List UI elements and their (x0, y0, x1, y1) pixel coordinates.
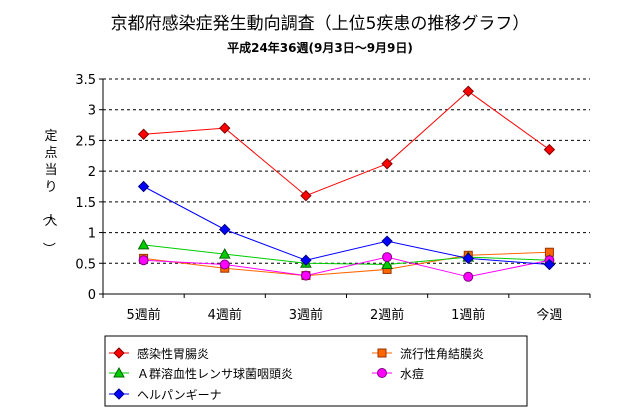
data-point (219, 122, 231, 134)
y-tick-label: 0.5 (75, 257, 96, 272)
y-tick-label: 1 (88, 227, 96, 242)
x-tick-label: 1週前 (451, 307, 485, 323)
x-tick-label: 3週前 (289, 307, 323, 323)
data-point (300, 190, 312, 202)
y-tick-label: 1.5 (75, 196, 96, 211)
legend-item: Ａ群溶血性レンサ球菌咽頭炎 (109, 366, 293, 381)
legend-label: ヘルパンギーナ (137, 388, 222, 402)
data-point (463, 271, 474, 282)
data-point (219, 259, 230, 270)
series-group (137, 85, 556, 282)
series-3 (138, 252, 555, 282)
series-4 (137, 180, 556, 271)
data-point (382, 252, 393, 263)
x-tick-label: 5週前 (126, 307, 160, 323)
legend-marker (377, 348, 387, 358)
chart-title: 京都府感染症発生動向調査（上位5疾患の推移グラフ） (111, 14, 530, 34)
data-point (381, 158, 393, 170)
series-line (143, 90, 550, 197)
legend-box (104, 335, 528, 407)
series-0 (137, 85, 556, 202)
data-point (462, 85, 474, 97)
y-axis-label-text: 定点当り（人） (40, 129, 57, 255)
legend-item: 水痘 (372, 366, 424, 381)
legend-item: ヘルパンギーナ (109, 388, 222, 402)
data-point (218, 248, 231, 259)
data-point (137, 238, 150, 250)
legend-label: 流行性角結膜炎 (400, 347, 484, 361)
legend-marker (113, 388, 125, 400)
legend-label: Ａ群溶血性レンサ球菌咽頭炎 (137, 366, 293, 381)
y-tick-label: 3 (88, 104, 96, 119)
data-point (300, 254, 312, 266)
x-tick-labels: 5週前 4週前 3週前 2週前 1週前 今週 (126, 307, 562, 323)
y-tick-label: 0 (88, 288, 96, 303)
x-tick-label: 今週 (536, 307, 562, 323)
series-line (143, 256, 550, 278)
y-axis-label: 定点当り（人） (40, 129, 57, 255)
legend-item: 流行性角結膜炎 (372, 347, 484, 361)
series-line (143, 244, 550, 266)
data-point (381, 235, 393, 247)
data-point (137, 180, 150, 193)
data-point (543, 143, 556, 156)
legend-marker (113, 347, 125, 359)
data-point (300, 270, 311, 281)
grid (103, 78, 590, 264)
legend-marker (377, 368, 387, 378)
series-line (143, 186, 550, 266)
data-point (219, 223, 231, 236)
legend-label: 水痘 (400, 366, 424, 381)
legend-item: 感染性胃腸炎 (109, 346, 209, 361)
axes (99, 78, 591, 298)
data-point (138, 255, 149, 266)
legend-label: 感染性胃腸炎 (137, 346, 209, 361)
data-point (381, 258, 393, 270)
series-line (143, 251, 550, 277)
y-tick-label: 3.5 (75, 73, 96, 88)
y-tick-label: 2.5 (75, 134, 96, 149)
legend-marker (113, 366, 125, 378)
y-tick-labels: 0 0.5 1 1.5 2 2.5 3 3.5 (75, 73, 96, 303)
data-point (137, 128, 150, 140)
x-tick-label: 2週前 (370, 307, 404, 323)
y-tick-label: 2 (88, 165, 96, 180)
data-point (462, 252, 474, 265)
data-point (543, 258, 556, 271)
chart-subtitle: 平成24年36週(9月3日～9月9日) (227, 40, 413, 55)
x-tick-label: 4週前 (208, 307, 242, 323)
